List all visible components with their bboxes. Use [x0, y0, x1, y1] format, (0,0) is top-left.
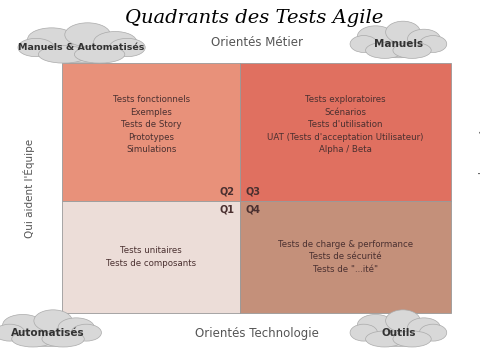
Ellipse shape [34, 310, 72, 332]
Text: Q3: Q3 [246, 187, 261, 196]
Text: Tests unitaires
Tests de composants: Tests unitaires Tests de composants [106, 246, 196, 268]
Ellipse shape [109, 38, 145, 57]
Ellipse shape [366, 42, 404, 58]
Text: Orientés Technologie: Orientés Technologie [195, 327, 319, 340]
Ellipse shape [393, 42, 431, 58]
Ellipse shape [42, 331, 84, 347]
Ellipse shape [408, 318, 440, 337]
Text: Manuels: Manuels [374, 39, 423, 49]
Text: Tests de charge & performance
Tests de sécurité
Tests de "...ité": Tests de charge & performance Tests de s… [278, 240, 413, 274]
Text: Automatisés: Automatisés [11, 328, 85, 338]
Ellipse shape [420, 324, 447, 341]
Ellipse shape [8, 323, 88, 346]
Text: Q1: Q1 [219, 205, 234, 215]
Text: Qui critiquent le Produit: Qui critiquent le Produit [478, 126, 480, 251]
Ellipse shape [34, 37, 130, 62]
Text: Quadrants des Tests Agile: Quadrants des Tests Agile [125, 9, 384, 27]
Ellipse shape [362, 34, 435, 58]
Ellipse shape [74, 46, 125, 63]
Ellipse shape [18, 38, 54, 57]
Ellipse shape [71, 324, 101, 341]
Ellipse shape [385, 310, 420, 332]
Ellipse shape [58, 318, 95, 337]
Ellipse shape [350, 324, 377, 341]
FancyBboxPatch shape [62, 201, 240, 313]
Ellipse shape [0, 324, 25, 341]
Text: Tests exploratoires
Scénarios
Tests d'utilisation
UAT (Tests d'acceptation Utili: Tests exploratoires Scénarios Tests d'ut… [267, 95, 424, 155]
Ellipse shape [357, 26, 394, 47]
Ellipse shape [350, 36, 377, 52]
Text: Q4: Q4 [246, 205, 261, 215]
Ellipse shape [420, 36, 447, 52]
Ellipse shape [366, 331, 404, 347]
Ellipse shape [94, 32, 137, 52]
Ellipse shape [12, 331, 54, 347]
FancyBboxPatch shape [240, 201, 451, 313]
FancyBboxPatch shape [62, 63, 240, 201]
Ellipse shape [38, 46, 89, 63]
Text: Orientés Métier: Orientés Métier [211, 36, 303, 49]
Ellipse shape [362, 323, 435, 346]
Ellipse shape [3, 314, 43, 335]
Ellipse shape [393, 331, 431, 347]
FancyBboxPatch shape [240, 63, 451, 201]
Text: Qui aident l'Équipe: Qui aident l'Équipe [23, 139, 35, 238]
Text: Q2: Q2 [219, 187, 234, 196]
Ellipse shape [408, 29, 440, 49]
Ellipse shape [65, 23, 110, 46]
Ellipse shape [357, 314, 394, 335]
Text: Tests fonctionnels
Exemples
Tests de Story
Prototypes
Simulations: Tests fonctionnels Exemples Tests de Sto… [113, 95, 190, 155]
Text: Outils: Outils [381, 328, 416, 338]
Ellipse shape [385, 21, 420, 43]
Text: Manuels & Automatisés: Manuels & Automatisés [18, 43, 145, 52]
Ellipse shape [28, 28, 76, 51]
